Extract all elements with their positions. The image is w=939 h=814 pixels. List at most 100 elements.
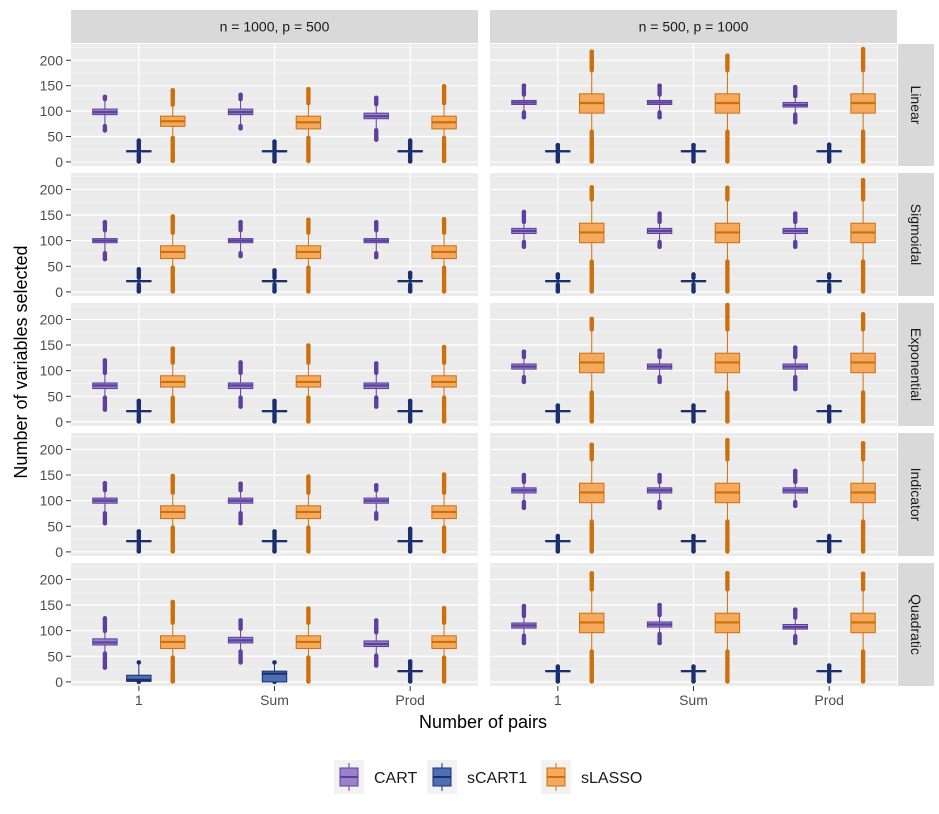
- box-sCART1: [680, 403, 707, 424]
- y-tick-label: 100: [40, 233, 64, 249]
- box-CART: [511, 603, 537, 646]
- y-tick-label: 200: [40, 311, 64, 327]
- box-sLASSO: [160, 87, 186, 164]
- box-CART: [782, 211, 808, 250]
- y-tick-label: 0: [55, 674, 63, 690]
- x-tick-label: Prod: [814, 692, 844, 708]
- outlier-point: [589, 185, 595, 190]
- outlier-point: [407, 679, 413, 684]
- outlier-point: [306, 474, 311, 479]
- outlier-point: [555, 159, 561, 164]
- box-sLASSO: [714, 437, 741, 554]
- outlier-point: [306, 679, 311, 684]
- box-sLASSO: [714, 53, 741, 164]
- outlier-point: [725, 549, 730, 554]
- chart-panels: [71, 44, 897, 686]
- facet-column-strip: n = 500, p = 1000: [490, 10, 897, 43]
- outlier-point: [521, 83, 527, 88]
- box-sLASSO: [295, 474, 322, 554]
- box-sCART1: [816, 272, 842, 294]
- outlier-point: [238, 520, 243, 526]
- outlier-point: [657, 114, 662, 120]
- box-sLASSO: [850, 177, 876, 294]
- outlier-point: [306, 549, 311, 554]
- panel: [71, 44, 478, 166]
- box-sCART1: [126, 138, 152, 164]
- outlier-point: [691, 679, 696, 684]
- outlier-point: [860, 549, 866, 554]
- outlier-point: [170, 214, 176, 219]
- y-tick-label: 150: [40, 597, 64, 613]
- outlier-point: [691, 664, 696, 669]
- facet-row-strip: Quadratic: [898, 563, 934, 686]
- outlier-point: [272, 398, 277, 404]
- outlier-point: [725, 679, 730, 684]
- outlier-point: [136, 159, 142, 164]
- box-iqr: [126, 674, 152, 682]
- outlier-point: [407, 138, 413, 143]
- outlier-point: [306, 343, 311, 348]
- outlier-point: [725, 570, 730, 576]
- outlier-point: [725, 53, 730, 58]
- outlier-point: [589, 549, 595, 554]
- box-sLASSO: [850, 571, 876, 684]
- outlier-point: [521, 244, 527, 250]
- box-sCART1: [397, 526, 423, 554]
- outlier-point: [555, 419, 561, 424]
- x-tick-label: Prod: [395, 692, 425, 708]
- outlier-point: [373, 254, 379, 260]
- outlier-point: [589, 419, 595, 424]
- outlier-point: [725, 419, 730, 424]
- box-CART: [646, 472, 673, 511]
- outlier-point: [306, 606, 311, 611]
- outlier-point: [170, 549, 176, 554]
- box-sLASSO: [431, 472, 457, 554]
- outlier-point: [373, 404, 379, 409]
- box-CART: [363, 361, 389, 409]
- outlier-point: [792, 607, 798, 612]
- outlier-point: [826, 272, 832, 277]
- facet-row-strip: Indicator: [898, 433, 934, 556]
- box-sCART1: [261, 398, 288, 424]
- outlier-point: [102, 128, 108, 133]
- y-tick-label: 0: [55, 154, 63, 170]
- box-sCART1: [680, 142, 707, 164]
- box-sLASSO: [579, 570, 605, 684]
- x-axes: 1 Sum Prod 1 Sum Prod: [135, 686, 844, 708]
- outlier-point: [441, 549, 447, 554]
- outlier-point: [860, 177, 866, 183]
- facet-column-strip: n = 1000, p = 500: [71, 10, 478, 43]
- box-CART: [92, 219, 118, 262]
- box-sLASSO: [295, 343, 322, 424]
- outlier-point: [792, 84, 798, 90]
- box-sLASSO: [160, 346, 186, 424]
- outlier-point: [373, 219, 379, 225]
- outlier-point: [521, 209, 527, 215]
- facet-row-label: Linear: [908, 86, 924, 125]
- y-tick-label: 100: [40, 493, 64, 509]
- box-CART: [511, 349, 537, 385]
- outlier-point: [373, 137, 379, 142]
- facet-column-label: n = 500, p = 1000: [639, 19, 749, 35]
- box-sCART1: [680, 664, 707, 684]
- outlier-point: [657, 348, 662, 353]
- outlier-point: [136, 398, 142, 404]
- outlier-point: [306, 158, 311, 164]
- outlier-point: [826, 679, 832, 684]
- outlier-point: [555, 679, 561, 684]
- outlier-point: [238, 481, 243, 487]
- outlier-point: [407, 419, 413, 424]
- outlier-point: [170, 158, 176, 164]
- outlier-point: [555, 142, 561, 148]
- box-sLASSO: [579, 49, 605, 164]
- outlier-point: [441, 605, 447, 611]
- outlier-point: [102, 358, 108, 363]
- box-sLASSO: [431, 605, 457, 684]
- box-CART: [511, 83, 537, 120]
- y-tick-label: 100: [40, 623, 64, 639]
- box-sCART1: [261, 139, 288, 164]
- box-sLASSO: [431, 344, 457, 424]
- outlier-point: [860, 419, 866, 424]
- panel: [71, 563, 478, 686]
- outlier-point: [826, 142, 832, 147]
